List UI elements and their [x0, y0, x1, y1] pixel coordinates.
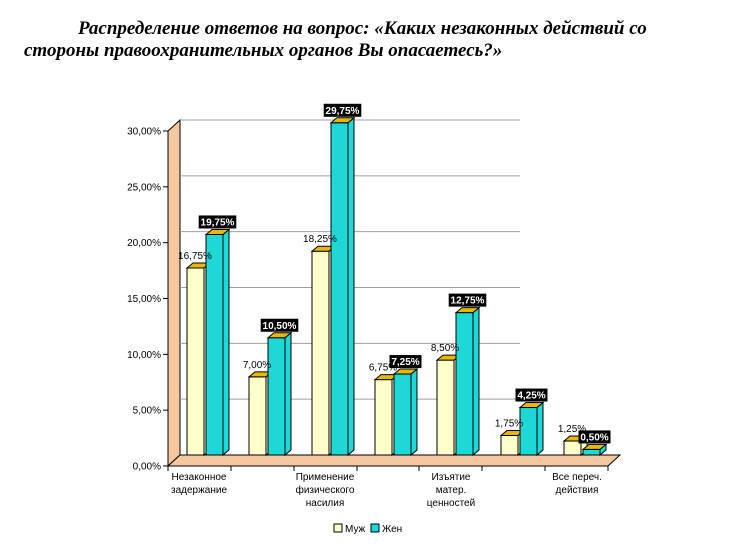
bar-female [455, 312, 474, 456]
data-label-male: 6,75% [369, 363, 397, 374]
data-label-male: 1,25% [558, 424, 586, 435]
bar-female-side [536, 401, 544, 457]
bar-male [563, 440, 582, 456]
y-tick-label: 20,00% [127, 238, 161, 249]
data-label-female-bg [389, 355, 422, 369]
bar-male [311, 250, 330, 456]
bar-female-side [222, 228, 230, 457]
bar-female-top [581, 443, 608, 450]
bar-female [393, 373, 412, 456]
bar-female [582, 448, 601, 456]
bar-male [248, 376, 267, 456]
data-label-male: 18,25% [303, 234, 337, 245]
data-label-female: 29,75% [326, 106, 360, 117]
y-tick-label: 25,00% [127, 182, 161, 193]
data-label-female-bg [578, 430, 611, 444]
data-label-male: 7,00% [243, 360, 271, 371]
bar-male [436, 359, 455, 456]
chart-title-line2: стороны правоохранительных органов Вы оп… [24, 40, 503, 61]
y-tick-label: 0,00% [133, 462, 161, 473]
data-label-female-bg [448, 293, 487, 307]
legend-swatch-male [333, 523, 343, 533]
bar-female [330, 122, 349, 456]
category-label: физического [296, 484, 355, 496]
bar-male [374, 379, 393, 456]
category-label: действия [556, 485, 599, 496]
bar-female-top [266, 332, 293, 339]
data-label-female-bg [198, 215, 237, 229]
data-label-male: 1,75% [495, 418, 523, 429]
category-label: задержание [171, 485, 227, 496]
data-label-female-bg [323, 103, 362, 117]
bar-female-side [284, 331, 292, 457]
category-label: ценностей [427, 498, 475, 509]
category-label: Изъятие [432, 472, 471, 483]
y-tick-label: 5,00% [133, 406, 161, 417]
bar-female-top [454, 307, 481, 314]
data-label-female: 7,25% [391, 357, 419, 368]
left-wall [167, 118, 181, 468]
data-label-male: 16,75% [178, 251, 212, 262]
chart-title-line1: Распределение ответов на вопрос: «Каких … [78, 18, 647, 39]
bar-female [205, 233, 224, 456]
bar-male [186, 267, 205, 456]
y-tick-label: 15,00% [127, 294, 161, 305]
data-label-female-bg [260, 318, 299, 332]
category-label: насилия [306, 498, 345, 509]
category-label: матер. [436, 485, 467, 496]
bar-female-top [392, 368, 419, 375]
bar-female-side [410, 367, 418, 457]
chart-title: Распределение ответов на вопрос: «Каких … [0, 18, 756, 62]
category-label: Все переч. [552, 472, 602, 483]
y-tick-label: 10,00% [127, 350, 161, 361]
data-label-female: 19,75% [201, 217, 235, 228]
legend-swatch-female [370, 523, 380, 533]
bar-female [519, 407, 538, 456]
data-label-female-bg [515, 388, 548, 402]
bar-female-top [329, 117, 356, 124]
floor [166, 454, 622, 467]
y-tick-label: 30,00% [127, 127, 161, 138]
bar-female [267, 337, 286, 456]
category-label: Применение [296, 472, 355, 483]
data-label-female: 12,75% [451, 296, 485, 307]
legend-label-female: Жен [382, 524, 402, 535]
legend-label-male: Муж [345, 524, 366, 535]
bar-female-side [347, 116, 355, 457]
bar-female-top [518, 402, 545, 409]
bar-female-side [472, 306, 480, 457]
data-label-female: 4,25% [517, 391, 545, 402]
data-label-female: 10,50% [263, 321, 297, 332]
bar-female-top [204, 228, 231, 235]
bar-male [500, 434, 519, 456]
data-label-female: 0,50% [580, 432, 608, 443]
data-label-male: 8,50% [431, 343, 459, 354]
category-label: Незаконное [172, 472, 227, 483]
